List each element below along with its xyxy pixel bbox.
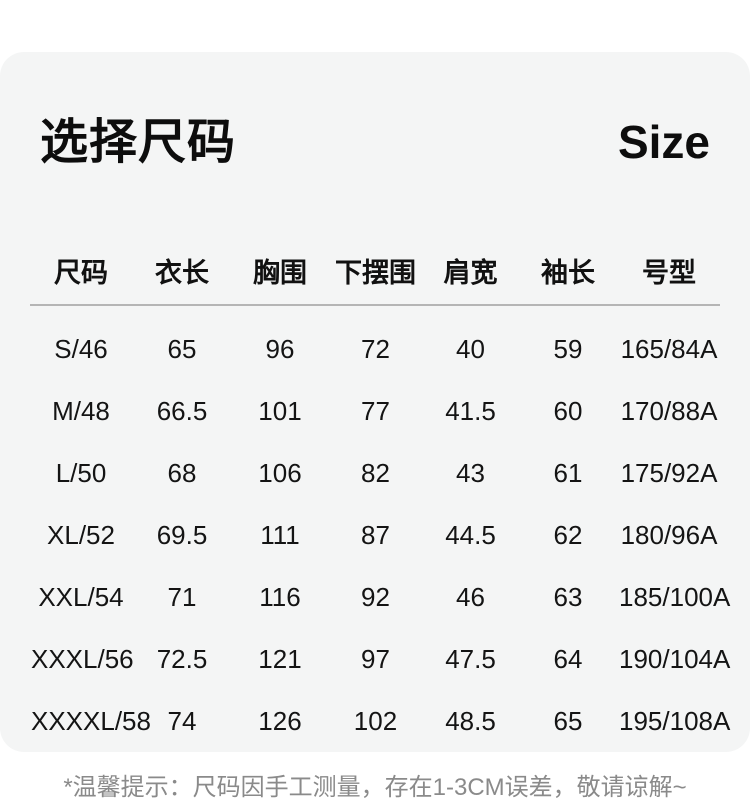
table-cell: XXXXL/58 <box>31 706 151 736</box>
column-header-model: 号型 <box>618 171 720 306</box>
table-cell: 62 <box>553 520 583 550</box>
table-row: M/48 66.5 101 77 41.5 60 170/88A <box>30 380 720 442</box>
table-cell: 63 <box>553 582 583 612</box>
table-cell: 71 <box>167 582 197 612</box>
table-cell: S/46 <box>54 334 108 364</box>
table-cell: 47.5 <box>445 644 496 674</box>
table-cell: 43 <box>456 458 485 488</box>
table-cell: 96 <box>265 334 295 364</box>
table-cell: 106 <box>258 458 302 488</box>
page-title-en: Size <box>617 116 710 168</box>
table-row: XXL/54 71 116 92 46 63 185/100A <box>30 566 731 628</box>
table-cell: 180/96A <box>620 520 718 550</box>
column-header-sleeve: 袖长 <box>518 171 618 306</box>
table-cell: 74 <box>167 706 197 736</box>
table-cell: 72.5 <box>156 644 208 674</box>
table-cell: XXXL/56 <box>31 644 134 674</box>
table-cell: 116 <box>259 582 301 612</box>
table-cell: 44.5 <box>445 520 496 550</box>
table-cell: 111 <box>260 520 300 550</box>
table-cell: 190/104A <box>619 644 731 674</box>
table-cell: 170/88A <box>620 396 718 426</box>
table-cell: 82 <box>361 458 390 488</box>
table-cell: 102 <box>353 706 398 736</box>
table-cell: XL/52 <box>47 520 115 550</box>
table-cell: XXL/54 <box>38 582 124 612</box>
table-cell: L/50 <box>55 458 107 488</box>
size-table: 尺码 衣长 胸围 下摆围 肩宽 袖长 号型 S/46 65 96 72 40 59 165/… <box>30 171 731 752</box>
table-cell: 126 <box>258 706 302 736</box>
table-cell: 195/108A <box>619 706 731 736</box>
table-cell: 59 <box>553 334 583 364</box>
table-cell: 69.5 <box>156 520 208 550</box>
table-cell: 68 <box>167 458 197 488</box>
table-cell: 175/92A <box>620 458 718 488</box>
table-cell: 92 <box>361 582 390 612</box>
table-row: XL/52 69.5 111 87 44.5 62 180/96A <box>30 504 720 566</box>
table-cell: 60 <box>553 396 583 426</box>
page-title: 选择尺码 <box>40 116 237 169</box>
table-header-row: 尺码 衣长 胸围 下摆围 肩宽 袖长 号型 <box>30 171 720 306</box>
table-cell: 121 <box>258 644 302 674</box>
table-cell: 97 <box>361 644 390 674</box>
table-cell: 77 <box>361 396 390 426</box>
size-chart-card: 选择尺码 Size 尺码 衣长 胸围 下摆围 肩宽 袖长 <box>0 52 750 752</box>
table-cell: 64 <box>553 644 583 674</box>
table-cell: 40 <box>456 334 485 364</box>
table-cell: M/48 <box>52 396 110 426</box>
column-header-garment-length: 衣长 <box>132 171 232 306</box>
footer-note: *温馨提示：尺码因手工测量，存在1-3CM误差，敬请谅解~ <box>63 774 687 801</box>
table-cell: 72 <box>361 334 390 364</box>
card-header: 选择尺码 Size <box>0 52 750 171</box>
column-header-shoulder: 肩宽 <box>423 171 518 306</box>
table-cell: 46 <box>456 582 485 612</box>
table-cell: 66.5 <box>156 396 208 426</box>
column-header-chest: 胸围 <box>232 171 328 306</box>
table-row: L/50 68 106 82 43 61 175/92A <box>30 442 720 504</box>
table-cell: 48.5 <box>445 706 496 736</box>
table-body: S/46 65 96 72 40 59 165/84A M/48 66.5 101 77 41.5 60… <box>30 305 731 752</box>
column-header-size: 尺码 <box>30 171 132 306</box>
column-header-hem: 下摆围 <box>328 171 423 306</box>
table-cell: 87 <box>361 520 390 550</box>
table-cell: 165/84A <box>620 334 718 364</box>
table-cell: 41.5 <box>445 396 496 426</box>
table-row: XXXL/56 72.5 121 97 47.5 64 190/104A <box>30 628 731 690</box>
table-cell: 61 <box>553 458 583 488</box>
table-row: S/46 65 96 72 40 59 165/84A <box>30 305 720 380</box>
table-cell: 65 <box>553 706 583 736</box>
table-cell: 101 <box>258 396 302 426</box>
table-cell: 185/100A <box>619 582 731 612</box>
table-row: XXXXL/58 74 126 102 48.5 65 195/108A <box>30 690 731 752</box>
table-cell: 65 <box>167 334 197 364</box>
